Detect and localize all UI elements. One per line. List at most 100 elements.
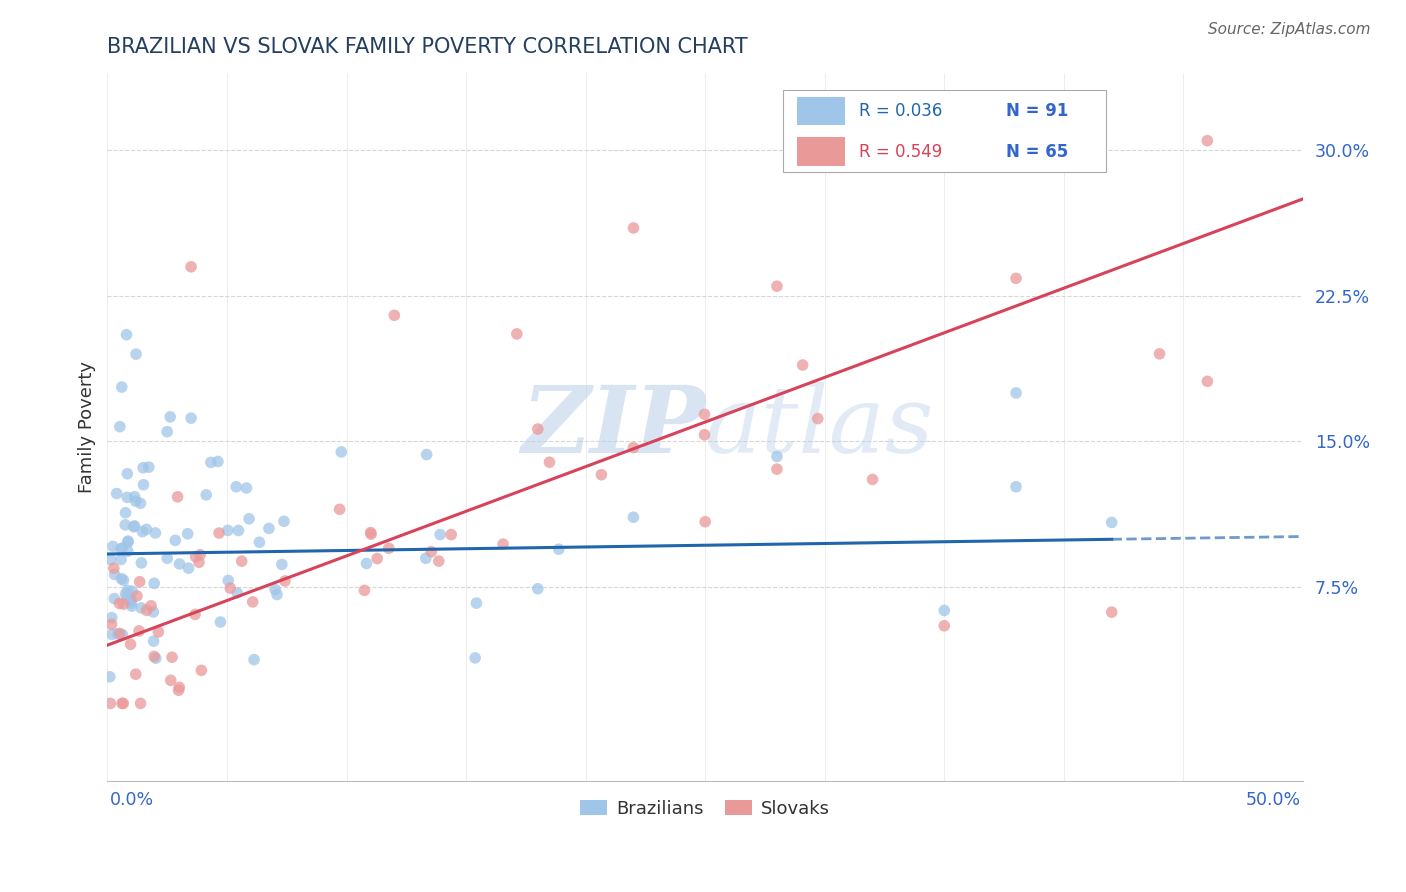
Point <box>159 409 181 424</box>
Point <box>623 441 645 455</box>
Point <box>132 477 155 491</box>
Point <box>547 542 569 557</box>
Point <box>934 619 956 633</box>
Point <box>1149 347 1171 361</box>
Point <box>1005 385 1028 400</box>
Point <box>273 514 295 528</box>
Text: R = 0.549: R = 0.549 <box>859 143 942 161</box>
Point <box>128 624 150 638</box>
Text: N = 65: N = 65 <box>1007 143 1069 161</box>
Point <box>623 221 645 235</box>
Point <box>120 637 142 651</box>
Point <box>378 541 401 556</box>
Point <box>117 535 139 549</box>
Point <box>169 681 191 695</box>
Point <box>121 599 143 614</box>
Point <box>274 574 297 588</box>
Point <box>420 545 443 559</box>
Point <box>145 651 167 665</box>
Point <box>353 583 375 598</box>
Y-axis label: Family Poverty: Family Poverty <box>79 361 96 493</box>
Point <box>527 582 550 596</box>
Point <box>111 541 134 555</box>
Point <box>120 596 142 610</box>
Point <box>243 652 266 666</box>
Point <box>766 462 789 476</box>
Point <box>110 552 132 566</box>
Point <box>167 683 190 698</box>
FancyBboxPatch shape <box>797 137 845 166</box>
Point <box>100 617 122 632</box>
Point <box>226 586 249 600</box>
Point <box>440 527 463 541</box>
Point <box>143 576 166 591</box>
Point <box>693 407 716 421</box>
Point <box>766 450 789 464</box>
Point <box>129 697 152 711</box>
Point <box>112 597 135 611</box>
Point <box>165 533 187 548</box>
Point <box>188 555 211 569</box>
Point <box>104 567 127 582</box>
Point <box>111 380 134 394</box>
Point <box>527 422 550 436</box>
Point <box>219 581 242 595</box>
Legend: Brazilians, Slovaks: Brazilians, Slovaks <box>572 793 838 825</box>
Point <box>138 460 160 475</box>
Point <box>115 591 138 605</box>
Point <box>209 615 232 629</box>
Point <box>207 454 229 468</box>
Point <box>356 557 378 571</box>
Point <box>807 411 830 425</box>
Text: 0.0%: 0.0% <box>110 790 153 809</box>
Point <box>111 628 134 642</box>
Text: Source: ZipAtlas.com: Source: ZipAtlas.com <box>1208 22 1371 37</box>
Text: N = 91: N = 91 <box>1007 102 1069 120</box>
Point <box>238 512 260 526</box>
FancyBboxPatch shape <box>797 96 845 125</box>
Point <box>101 540 124 554</box>
Point <box>101 627 124 641</box>
Point <box>117 544 139 558</box>
Point <box>121 584 143 599</box>
Point <box>231 554 253 568</box>
Point <box>125 589 148 603</box>
Text: ZIP: ZIP <box>522 382 706 472</box>
Point <box>98 670 121 684</box>
Point <box>114 506 136 520</box>
Point <box>266 587 288 601</box>
Point <box>177 561 200 575</box>
Point <box>506 326 529 341</box>
Point <box>131 524 153 539</box>
Point <box>862 472 884 486</box>
Point <box>329 502 352 516</box>
Point <box>117 583 139 598</box>
Point <box>122 520 145 534</box>
Point <box>184 549 207 564</box>
Point <box>128 574 150 589</box>
Point <box>159 673 181 688</box>
Point <box>117 467 139 481</box>
Point <box>139 599 162 613</box>
Point <box>200 455 222 469</box>
Point <box>112 573 135 587</box>
Point <box>125 347 148 361</box>
Point <box>145 525 167 540</box>
Point <box>166 490 188 504</box>
Point <box>114 587 136 601</box>
Point <box>135 603 157 617</box>
Point <box>156 425 179 439</box>
Point <box>235 481 257 495</box>
Point <box>108 419 131 434</box>
Point <box>1197 374 1219 388</box>
Point <box>143 649 166 664</box>
Point <box>360 525 382 540</box>
Point <box>1005 271 1028 285</box>
Point <box>108 597 131 611</box>
Point <box>247 535 270 549</box>
Text: 50.0%: 50.0% <box>1246 790 1301 809</box>
Point <box>225 480 247 494</box>
Point <box>623 510 645 524</box>
Point <box>110 572 132 586</box>
Point <box>464 651 486 665</box>
